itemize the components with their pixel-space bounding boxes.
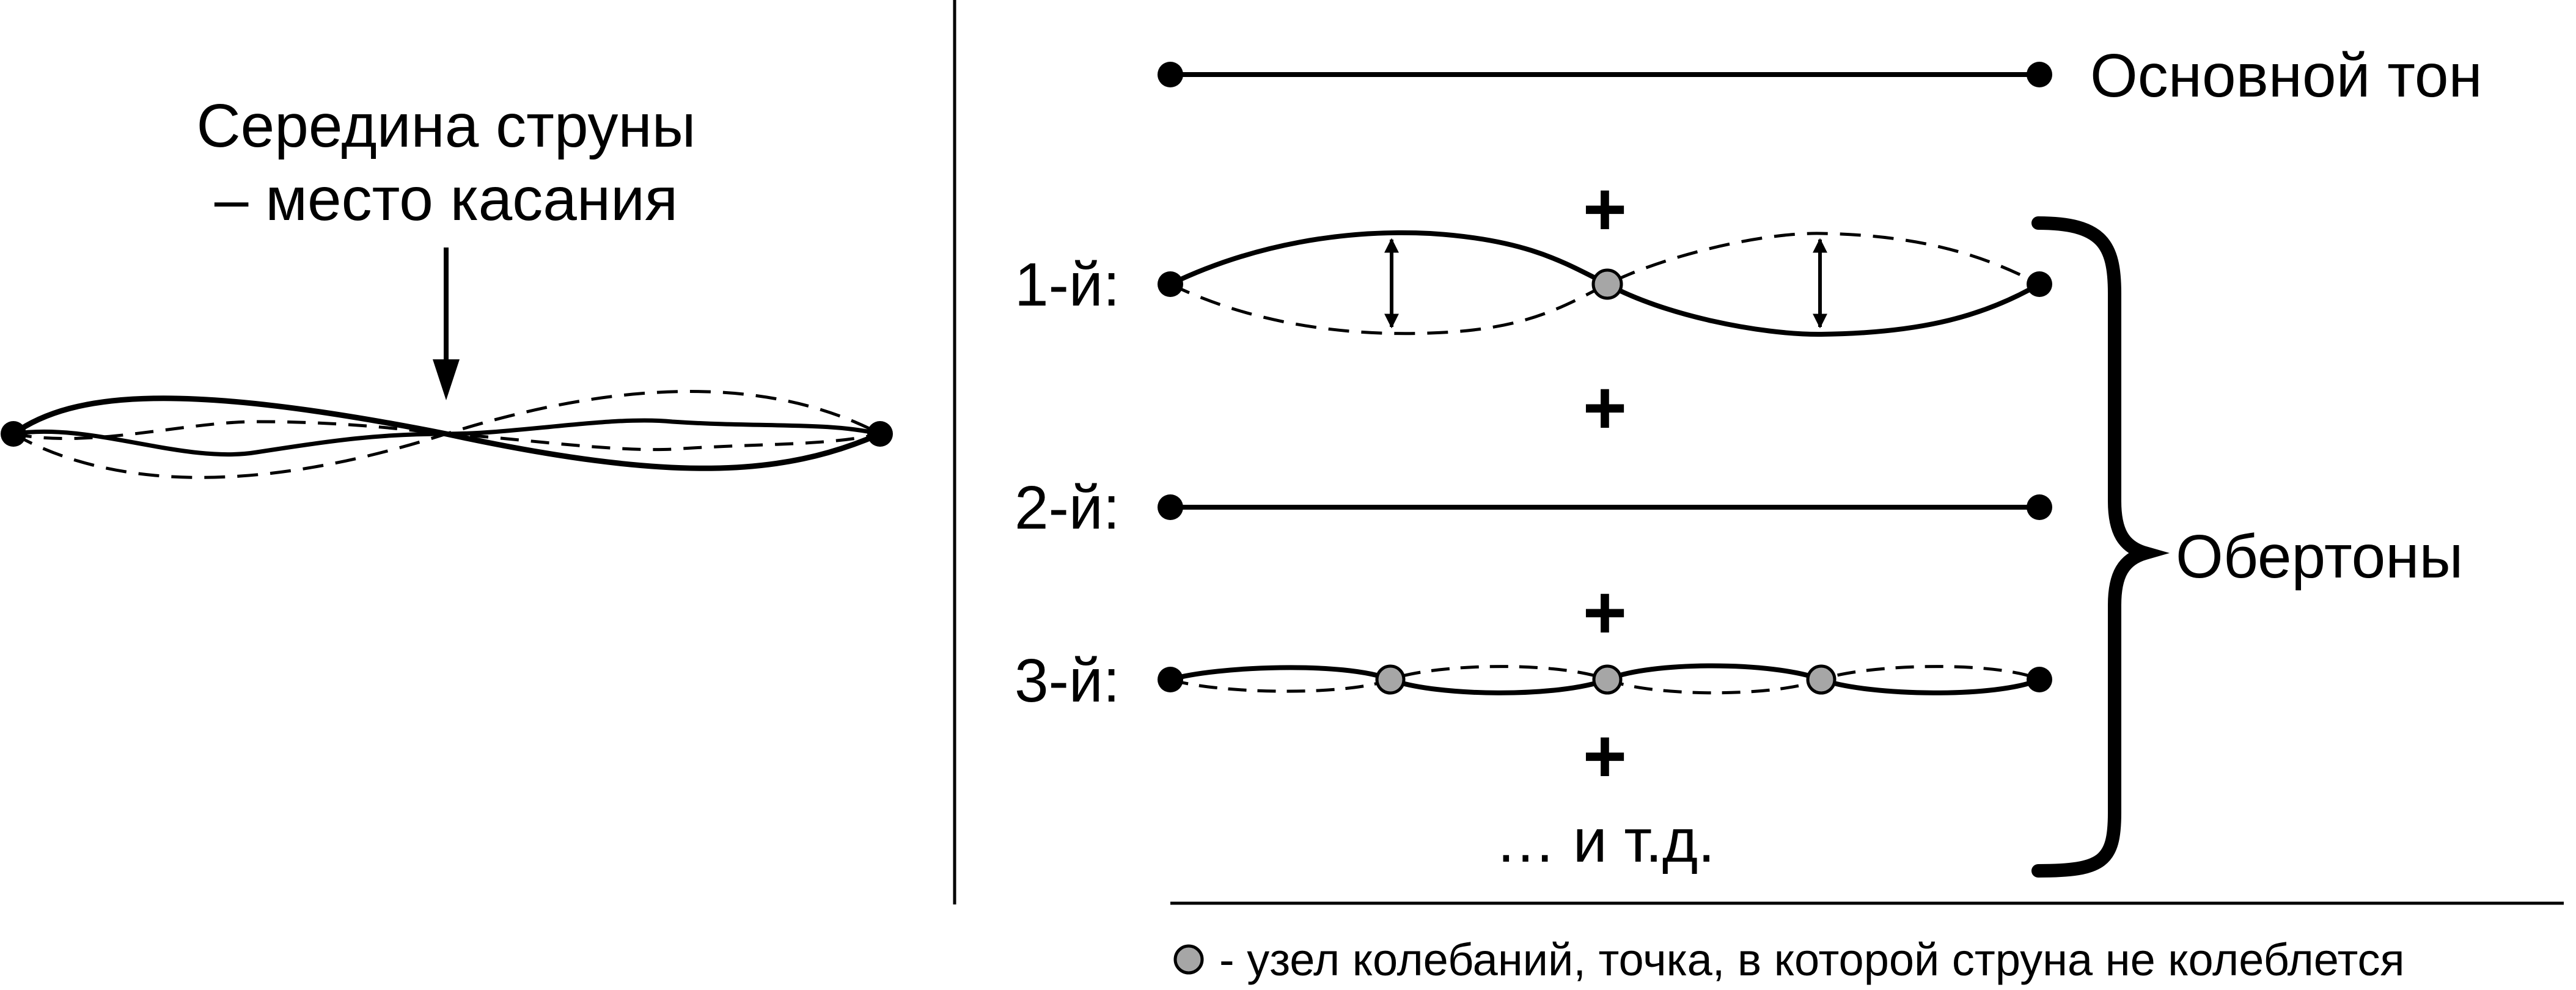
touch-point-caption-line2: – место касания (215, 165, 678, 233)
legend: - узел колебаний, точка, в которой струн… (1175, 934, 2405, 985)
string-end-point (2027, 271, 2052, 297)
plus-sign: + (1583, 571, 1627, 655)
overtones-brace (2038, 223, 2145, 871)
plus-sign: + (1583, 366, 1627, 450)
fundamental-string (1158, 62, 2052, 87)
string-end-point (2027, 494, 2052, 520)
string-end-point (1158, 667, 1183, 692)
plus-sign: + (1583, 167, 1627, 252)
right-panel: Основной тон + 1-й: + 2-й: + 3-й: (1015, 42, 2564, 985)
legend-node-icon (1175, 946, 1202, 973)
left-panel: Середина струны – место касания (1, 92, 893, 477)
string-end-point-left (1, 421, 26, 447)
string-end-point (1158, 494, 1183, 520)
vibration-node (1808, 666, 1835, 693)
vibration-node (1594, 666, 1621, 693)
string-solid-small-loop (13, 420, 880, 455)
harmonic-label-1: 1-й: (1015, 251, 1120, 319)
plus-sign: + (1583, 714, 1627, 799)
vibration-node (1593, 270, 1621, 298)
harmonic-label-2: 2-й: (1015, 474, 1120, 542)
string-end-point (1158, 62, 1183, 87)
harmonic-label-3: 3-й: (1015, 647, 1120, 715)
overtones-label: Обертоны (2176, 522, 2463, 591)
harmonic-2-string (1158, 494, 2052, 520)
vibration-node (1377, 666, 1404, 693)
string-end-point (2027, 62, 2052, 87)
string-end-point (1158, 271, 1183, 297)
fundamental-label: Основной тон (2090, 42, 2482, 110)
etc-label: … и т.д. (1495, 807, 1715, 875)
legend-text: - узел колебаний, точка, в которой струн… (1219, 934, 2405, 985)
string-end-point (2027, 667, 2052, 692)
vibrating-string (13, 392, 880, 478)
touch-point-caption-line1: Середина струны (196, 92, 695, 160)
touch-point-arrow (433, 248, 460, 400)
string-end-point-right (867, 421, 893, 447)
